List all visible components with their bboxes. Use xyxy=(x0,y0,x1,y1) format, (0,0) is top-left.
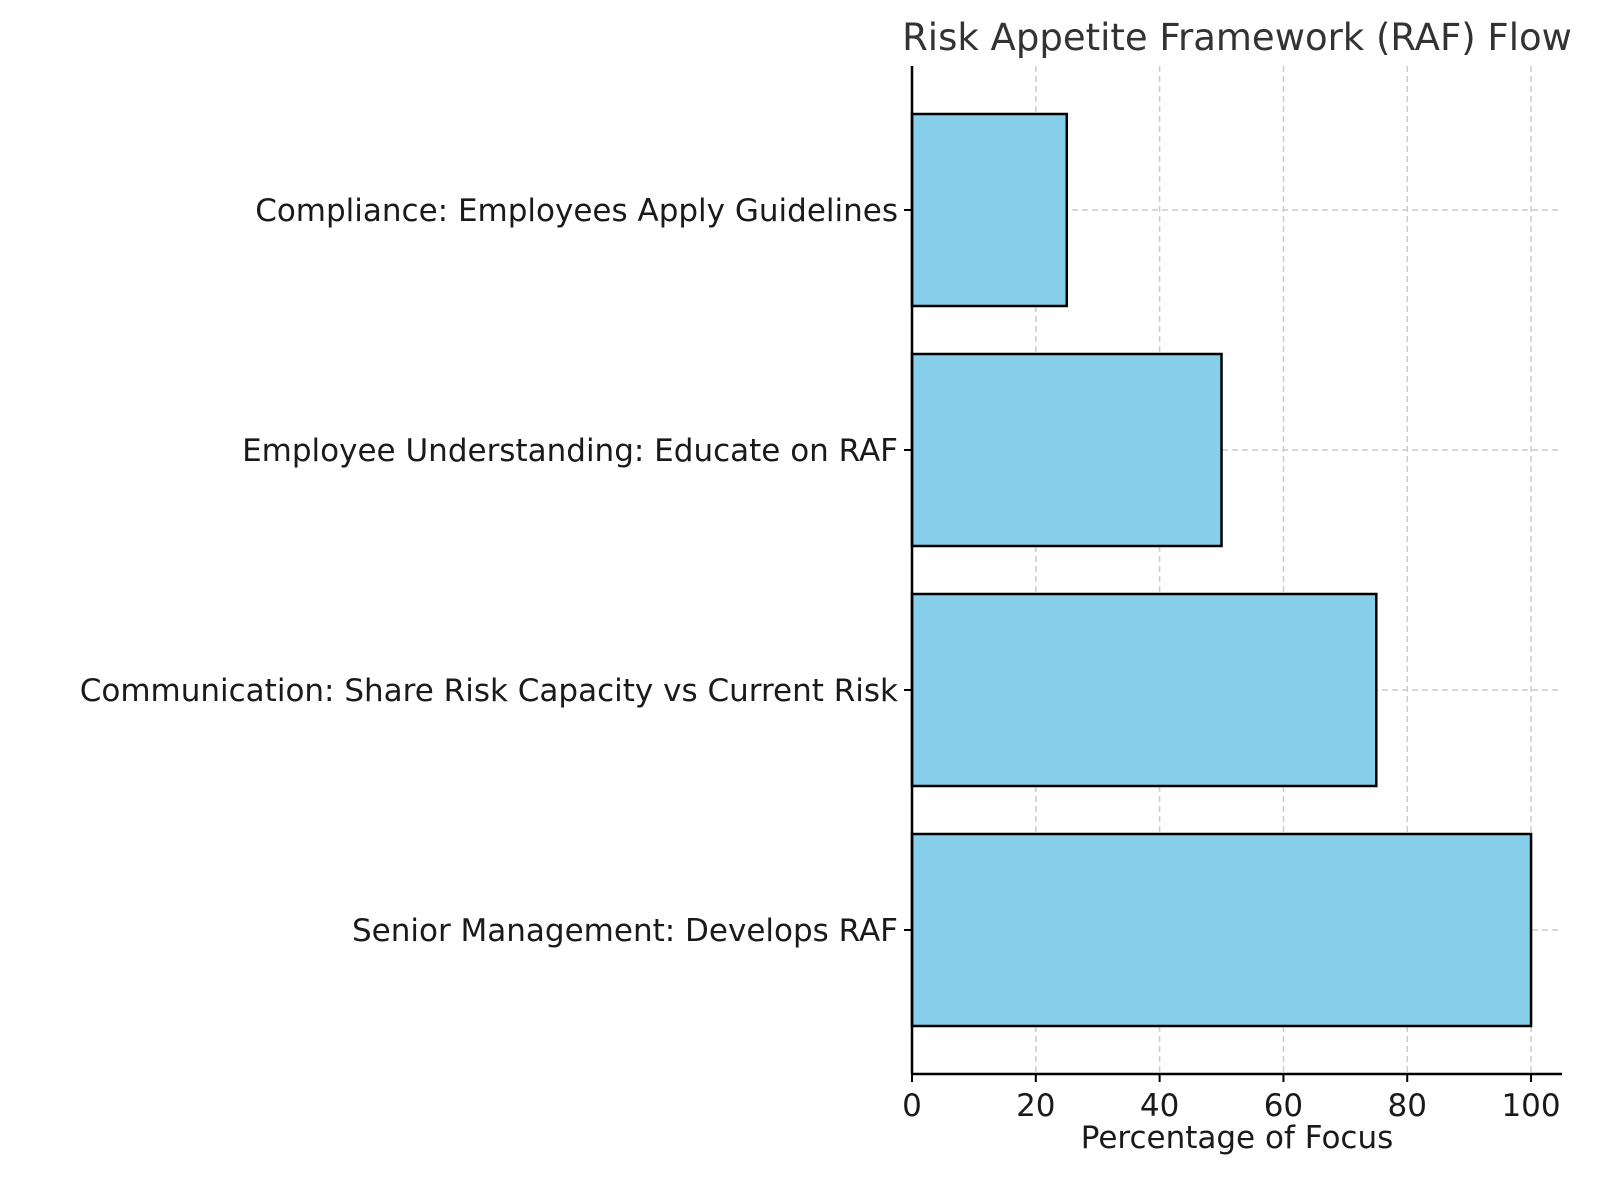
axes: Senior Management: Develops RAF Communica… xyxy=(80,66,1562,1124)
x-tick-label: 20 xyxy=(1016,1088,1055,1124)
y-tick-label: Senior Management: Develops RAF xyxy=(352,913,898,949)
chart-title: Risk Appetite Framework (RAF) Flow xyxy=(902,16,1572,59)
x-tick-label: 0 xyxy=(902,1088,922,1124)
x-axis-label: Percentage of Focus xyxy=(1081,1120,1394,1156)
bar xyxy=(910,832,1533,1028)
y-tick-label: Compliance: Employees Apply Guidelines xyxy=(255,193,898,229)
bar xyxy=(910,592,1378,788)
bars xyxy=(910,112,1533,1028)
x-tick-label: 80 xyxy=(1388,1088,1427,1124)
bar xyxy=(910,352,1223,548)
y-tick-label: Communication: Share Risk Capacity vs Cu… xyxy=(80,673,898,709)
y-tick-label: Employee Understanding: Educate on RAF xyxy=(242,433,898,469)
x-tick-label: 60 xyxy=(1264,1088,1303,1124)
bar xyxy=(910,112,1069,308)
x-tick-label: 100 xyxy=(1501,1088,1560,1124)
x-tick-label: 40 xyxy=(1140,1088,1179,1124)
